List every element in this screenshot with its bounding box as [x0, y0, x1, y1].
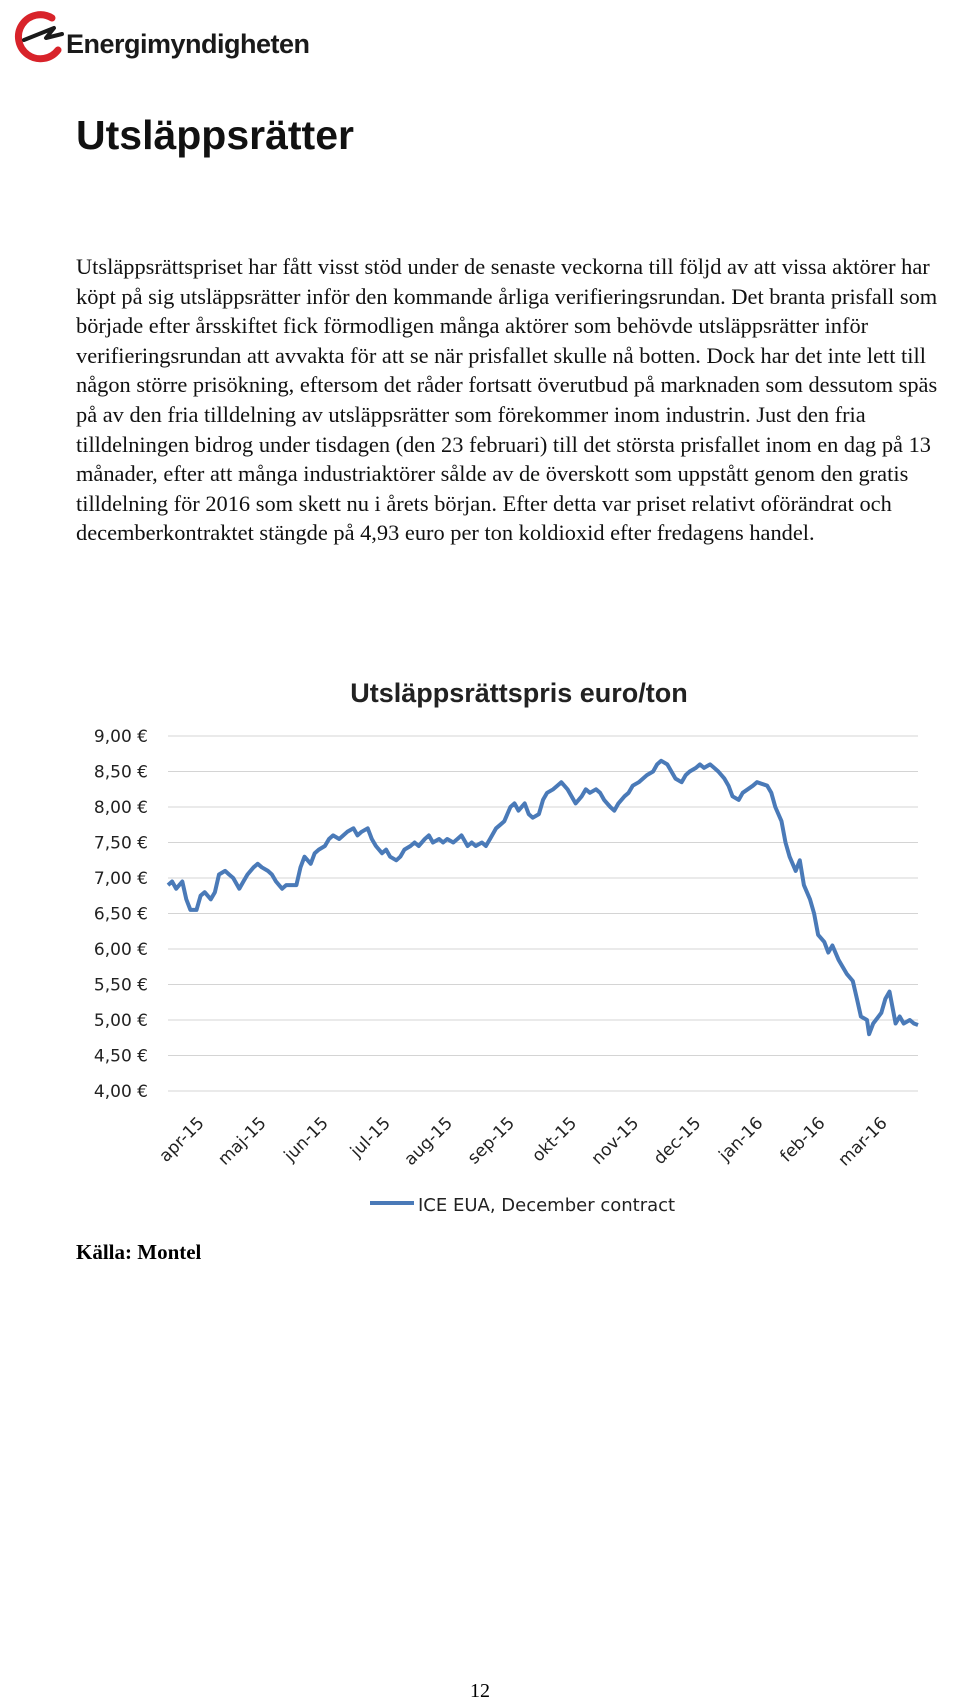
y-tick-label: 8,00 € — [94, 798, 148, 818]
x-tick-label: mar-16 — [835, 1113, 892, 1170]
price-chart: Utsläppsrättspris euro/ton 9,00 € 8,50 € 8… — [0, 660, 960, 1220]
y-tick-label: 4,50 € — [94, 1047, 148, 1067]
x-tick-label: jan-16 — [715, 1113, 768, 1166]
source-note: Källa: Montel — [76, 1240, 202, 1264]
y-tick-label: 7,00 € — [94, 869, 148, 889]
x-tick-label: nov-15 — [588, 1113, 644, 1169]
energimyndigheten-logo-icon — [8, 6, 70, 68]
chart-svg: Utsläppsrättspris euro/ton 9,00 € 8,50 € 8… — [94, 678, 919, 1216]
y-tick-label: 9,00 € — [94, 727, 148, 747]
page-number: 12 — [470, 1680, 490, 1702]
y-tick-label: 5,00 € — [94, 1011, 148, 1031]
x-tick-label: jul-15 — [346, 1113, 395, 1162]
chart-series — [166, 758, 919, 1037]
x-tick-label: feb-16 — [776, 1113, 829, 1166]
chart-legend: ICE EUA, December contract — [370, 1195, 675, 1216]
logo: Energimyndigheten — [8, 6, 310, 68]
body-paragraph: Utsläppsrättspriset har fått visst stöd … — [76, 254, 938, 546]
x-tick-label: dec-15 — [650, 1113, 705, 1168]
x-tick-label: aug-15 — [401, 1113, 457, 1169]
x-tick-label: sep-15 — [464, 1113, 519, 1168]
chart-x-axis: apr-15 maj-15 jun-15 jul-15 aug-15 sep-15 okt-… — [156, 1113, 892, 1170]
y-tick-label: 8,50 € — [94, 763, 148, 783]
x-tick-label: apr-15 — [156, 1113, 209, 1166]
y-tick-label: 7,50 € — [94, 834, 148, 854]
legend-label: ICE EUA, December contract — [418, 1195, 675, 1216]
page-title: Utsläppsrätter — [76, 112, 354, 158]
series-line — [166, 758, 919, 1037]
logo-text: Energimyndigheten — [66, 28, 310, 59]
x-tick-label: jun-15 — [280, 1113, 333, 1166]
x-tick-label: maj-15 — [214, 1113, 270, 1169]
y-tick-label: 6,50 € — [94, 905, 148, 925]
chart-gridlines — [168, 735, 918, 1092]
chart-y-axis: 9,00 € 8,50 € 8,00 € 7,50 € 7,00 € 6,50 € 6,00… — [94, 727, 148, 1102]
chart-title: Utsläppsrättspris euro/ton — [350, 678, 688, 708]
y-tick-label: 4,00 € — [94, 1082, 148, 1102]
x-tick-label: okt-15 — [528, 1113, 581, 1166]
y-tick-label: 6,00 € — [94, 940, 148, 960]
y-tick-label: 5,50 € — [94, 976, 148, 996]
